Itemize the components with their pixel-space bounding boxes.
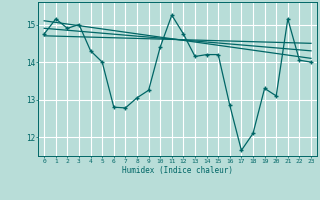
X-axis label: Humidex (Indice chaleur): Humidex (Indice chaleur) <box>122 166 233 175</box>
